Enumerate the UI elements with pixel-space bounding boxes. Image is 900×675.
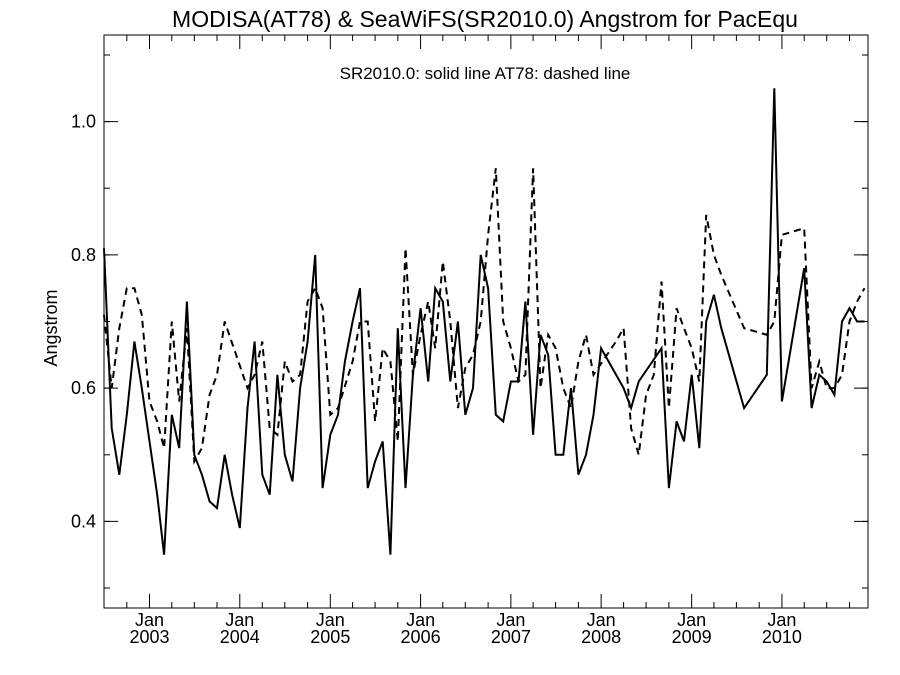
x-tick-year-label: 2009 [672, 627, 712, 647]
y-axis-label: Angstrom [41, 289, 61, 366]
y-tick-label: 0.4 [71, 511, 96, 531]
x-tick-year-label: 2005 [310, 627, 350, 647]
line-style-annotation: SR2010.0: solid line AT78: dashed line [340, 64, 631, 83]
x-tick-year-label: 2008 [581, 627, 621, 647]
x-tick-year-label: 2004 [220, 627, 260, 647]
axis-layer: 0.40.60.81.0Jan2003Jan2004Jan2005Jan2006… [71, 35, 868, 647]
series-layer [103, 88, 866, 555]
x-tick-month-label: Jan [767, 610, 796, 630]
x-tick-month-label: Jan [225, 610, 254, 630]
y-tick-label: 1.0 [71, 112, 96, 132]
x-tick-month-label: Jan [316, 610, 345, 630]
y-tick-label: 0.8 [71, 245, 96, 265]
series-line-sr2010-0 [103, 88, 865, 555]
x-tick-month-label: Jan [496, 610, 525, 630]
x-tick-year-label: 2007 [491, 627, 531, 647]
x-tick-month-label: Jan [135, 610, 164, 630]
x-tick-year-label: 2003 [129, 627, 169, 647]
x-tick-month-label: Jan [406, 610, 435, 630]
x-tick-month-label: Jan [677, 610, 706, 630]
x-tick-year-label: 2006 [401, 627, 441, 647]
series-line-at78 [103, 168, 866, 465]
x-tick-month-label: Jan [587, 610, 616, 630]
y-tick-label: 0.6 [71, 378, 96, 398]
chart-title: MODISA(AT78) & SeaWiFS(SR2010.0) Angstro… [172, 6, 798, 32]
plot-frame [103, 34, 869, 609]
x-tick-year-label: 2010 [762, 627, 802, 647]
